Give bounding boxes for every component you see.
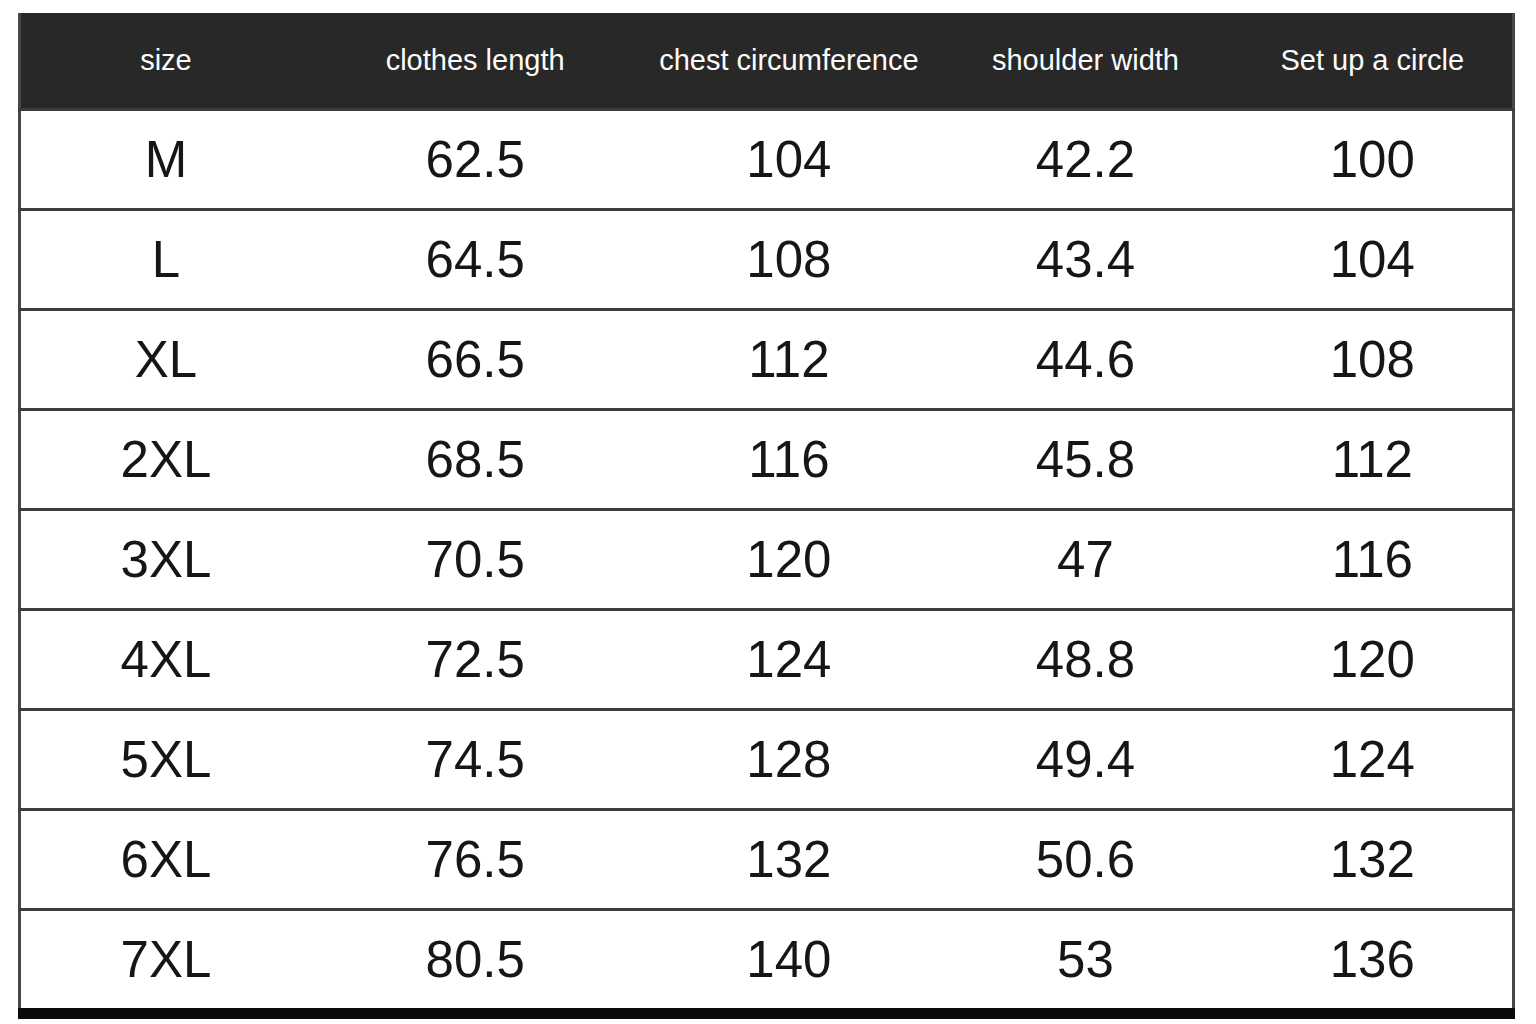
table-row: 5XL 74.5 128 49.4 124	[20, 710, 1514, 810]
table-row: L 64.5 108 43.4 104	[20, 210, 1514, 310]
table-row: 6XL 76.5 132 50.6 132	[20, 810, 1514, 910]
clothes-length-cell: 72.5	[311, 610, 640, 710]
table-row: 2XL 68.5 116 45.8 112	[20, 410, 1514, 510]
size-chart-table: size clothes length chest circumference …	[18, 13, 1515, 1008]
set-up-circle-cell: 136	[1233, 910, 1514, 1009]
table-row: M 62.5 104 42.2 100	[20, 110, 1514, 210]
chest-circumference-cell: 120	[640, 510, 939, 610]
size-cell: 3XL	[20, 510, 311, 610]
size-cell: L	[20, 210, 311, 310]
table-bottom-border	[18, 1008, 1515, 1019]
clothes-length-cell: 80.5	[311, 910, 640, 1009]
shoulder-width-cell: 44.6	[938, 310, 1232, 410]
col-header-size: size	[20, 13, 311, 110]
col-header-set-up-a-circle: Set up a circle	[1233, 13, 1514, 110]
chest-circumference-cell: 108	[640, 210, 939, 310]
clothes-length-cell: 76.5	[311, 810, 640, 910]
table-header: size clothes length chest circumference …	[20, 13, 1514, 110]
header-row: size clothes length chest circumference …	[20, 13, 1514, 110]
table-row: XL 66.5 112 44.6 108	[20, 310, 1514, 410]
chest-circumference-cell: 128	[640, 710, 939, 810]
set-up-circle-cell: 104	[1233, 210, 1514, 310]
clothes-length-cell: 62.5	[311, 110, 640, 210]
size-cell: 7XL	[20, 910, 311, 1009]
shoulder-width-cell: 53	[938, 910, 1232, 1009]
table-row: 7XL 80.5 140 53 136	[20, 910, 1514, 1009]
chest-circumference-cell: 112	[640, 310, 939, 410]
table-body: M 62.5 104 42.2 100 L 64.5 108 43.4 104 …	[20, 110, 1514, 1009]
chest-circumference-cell: 124	[640, 610, 939, 710]
clothes-length-cell: 68.5	[311, 410, 640, 510]
shoulder-width-cell: 42.2	[938, 110, 1232, 210]
shoulder-width-cell: 47	[938, 510, 1232, 610]
shoulder-width-cell: 50.6	[938, 810, 1232, 910]
chest-circumference-cell: 140	[640, 910, 939, 1009]
shoulder-width-cell: 49.4	[938, 710, 1232, 810]
set-up-circle-cell: 120	[1233, 610, 1514, 710]
size-cell: M	[20, 110, 311, 210]
size-cell: XL	[20, 310, 311, 410]
size-chart: size clothes length chest circumference …	[18, 13, 1515, 1019]
set-up-circle-cell: 100	[1233, 110, 1514, 210]
chest-circumference-cell: 116	[640, 410, 939, 510]
shoulder-width-cell: 45.8	[938, 410, 1232, 510]
size-cell: 6XL	[20, 810, 311, 910]
set-up-circle-cell: 112	[1233, 410, 1514, 510]
chest-circumference-cell: 132	[640, 810, 939, 910]
clothes-length-cell: 66.5	[311, 310, 640, 410]
size-cell: 4XL	[20, 610, 311, 710]
col-header-shoulder-width: shoulder width	[938, 13, 1232, 110]
shoulder-width-cell: 48.8	[938, 610, 1232, 710]
shoulder-width-cell: 43.4	[938, 210, 1232, 310]
size-cell: 5XL	[20, 710, 311, 810]
set-up-circle-cell: 116	[1233, 510, 1514, 610]
clothes-length-cell: 74.5	[311, 710, 640, 810]
clothes-length-cell: 64.5	[311, 210, 640, 310]
chest-circumference-cell: 104	[640, 110, 939, 210]
col-header-chest-circumference: chest circumference	[640, 13, 939, 110]
set-up-circle-cell: 132	[1233, 810, 1514, 910]
set-up-circle-cell: 124	[1233, 710, 1514, 810]
table-row: 4XL 72.5 124 48.8 120	[20, 610, 1514, 710]
table-row: 3XL 70.5 120 47 116	[20, 510, 1514, 610]
col-header-clothes-length: clothes length	[311, 13, 640, 110]
clothes-length-cell: 70.5	[311, 510, 640, 610]
size-cell: 2XL	[20, 410, 311, 510]
set-up-circle-cell: 108	[1233, 310, 1514, 410]
